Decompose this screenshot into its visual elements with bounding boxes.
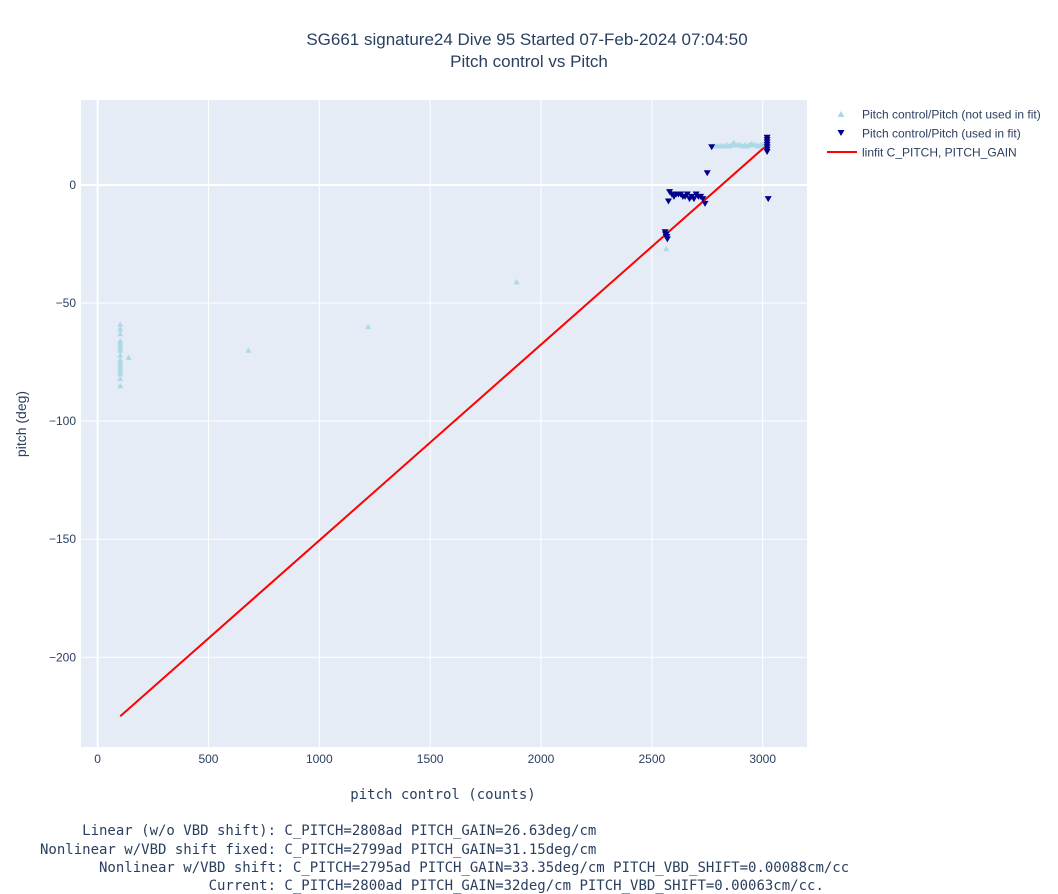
legend-item-not-used[interactable]: Pitch control/Pitch (not used in fit) bbox=[837, 108, 1041, 122]
point-used bbox=[664, 198, 672, 205]
point-not-used bbox=[117, 352, 124, 358]
point-not-used bbox=[513, 278, 520, 285]
legend[interactable]: Pitch control/Pitch (not used in fit) Pi… bbox=[827, 108, 1041, 160]
annotation-linear: Linear (w/o VBD shift): C_PITCH=2808ad P… bbox=[40, 823, 596, 839]
y-tick-labels: 0 −50 −100 −150 −200 bbox=[49, 178, 76, 664]
legend-label-fit: linfit C_PITCH, PITCH_GAIN bbox=[862, 146, 1017, 160]
point-used bbox=[764, 196, 772, 203]
point-used bbox=[763, 148, 771, 155]
point-not-used bbox=[117, 370, 124, 377]
point-not-used bbox=[759, 141, 766, 148]
x-tick-label: 2000 bbox=[528, 752, 555, 766]
point-not-used bbox=[245, 347, 252, 353]
x-tick-label: 500 bbox=[198, 752, 218, 766]
grid-lines bbox=[81, 100, 807, 747]
point-used bbox=[708, 144, 716, 151]
x-tick-label: 2500 bbox=[638, 752, 665, 766]
point-used bbox=[663, 236, 671, 243]
x-tick-label: 3000 bbox=[749, 752, 776, 766]
legend-item-used[interactable]: Pitch control/Pitch (used in fit) bbox=[837, 127, 1021, 141]
point-not-used bbox=[117, 347, 124, 353]
point-used bbox=[699, 196, 707, 203]
plot-area bbox=[81, 100, 807, 747]
x-axis-title: pitch control (counts) bbox=[350, 787, 535, 803]
y-tick-label: −50 bbox=[56, 296, 77, 310]
point-not-used bbox=[117, 330, 124, 337]
point-not-used bbox=[117, 321, 124, 327]
legend-item-fit[interactable]: linfit C_PITCH, PITCH_GAIN bbox=[827, 146, 1017, 160]
point-not-used bbox=[125, 354, 132, 360]
y-tick-label: −100 bbox=[49, 414, 76, 428]
x-tick-label: 1000 bbox=[306, 752, 333, 766]
fit-line bbox=[119, 144, 768, 718]
point-not-used bbox=[117, 326, 124, 332]
point-used bbox=[703, 170, 711, 177]
annotation-nonlinear-fixed: Nonlinear w/VBD shift fixed: C_PITCH=279… bbox=[40, 842, 596, 858]
data-points bbox=[117, 134, 772, 389]
chart-title-line-1: SG661 signature24 Dive 95 Started 07-Feb… bbox=[306, 30, 747, 49]
y-axis-title: pitch (deg) bbox=[13, 391, 29, 457]
point-not-used bbox=[117, 382, 124, 389]
x-tick-label: 0 bbox=[94, 752, 101, 766]
legend-label-used: Pitch control/Pitch (used in fit) bbox=[862, 127, 1021, 141]
point-not-used bbox=[365, 323, 372, 330]
legend-marker-used bbox=[837, 130, 845, 136]
y-tick-label: 0 bbox=[69, 178, 76, 192]
y-tick-label: −150 bbox=[49, 532, 76, 546]
point-used bbox=[701, 200, 709, 207]
fit-line-layer bbox=[119, 144, 768, 718]
point-used bbox=[690, 196, 698, 203]
chart-title-line-2: Pitch control vs Pitch bbox=[450, 52, 608, 71]
point-used bbox=[683, 191, 691, 198]
x-tick-labels: 0 500 1000 1500 2000 2500 3000 bbox=[94, 752, 776, 766]
annotation-nonlinear-shift: Nonlinear w/VBD shift: C_PITCH=2795ad PI… bbox=[40, 860, 849, 876]
y-tick-label: −200 bbox=[49, 650, 76, 664]
legend-label-not-used: Pitch control/Pitch (not used in fit) bbox=[862, 108, 1041, 122]
x-tick-label: 1500 bbox=[417, 752, 444, 766]
point-not-used bbox=[663, 245, 670, 252]
legend-marker-not-used bbox=[837, 111, 845, 117]
annotation-current: Current: C_PITCH=2800ad PITCH_GAIN=32deg… bbox=[40, 878, 824, 894]
point-not-used bbox=[117, 375, 124, 382]
